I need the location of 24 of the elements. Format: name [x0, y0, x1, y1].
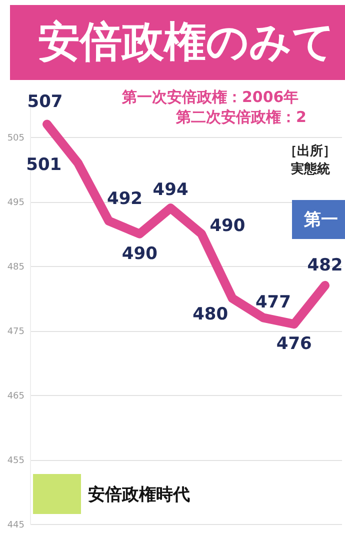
annotation: 第一 [292, 200, 345, 239]
chart-title: 安倍政権のみて [38, 16, 335, 68]
data-label: 490 [210, 216, 246, 236]
y-tick-label: 445 [7, 520, 24, 530]
data-label: 480 [192, 304, 228, 324]
y-tick-label: 485 [7, 262, 24, 273]
y-tick-label: 465 [7, 392, 24, 402]
y-tick-label: 495 [7, 198, 24, 208]
data-label: 482 [307, 255, 343, 276]
annotation: 第二次安倍政権：2 [176, 108, 306, 127]
data-label: 501 [26, 154, 62, 175]
data-label: 490 [122, 244, 158, 264]
annotation: ［出所］ [284, 143, 336, 160]
data-label: 477 [255, 292, 291, 313]
data-label: 476 [276, 334, 312, 354]
data-label: 494 [152, 180, 188, 200]
data-label: 507 [27, 92, 63, 112]
y-tick-label: 455 [7, 456, 24, 466]
data-label: 492 [107, 188, 143, 209]
annotation: 第一次安倍政権：2006年 [122, 88, 299, 107]
annotation: 実態統 [291, 160, 330, 178]
y-tick-label: 505 [7, 134, 24, 144]
y-tick-label: 475 [7, 327, 24, 338]
annotation: 安倍政権時代 [88, 484, 190, 506]
